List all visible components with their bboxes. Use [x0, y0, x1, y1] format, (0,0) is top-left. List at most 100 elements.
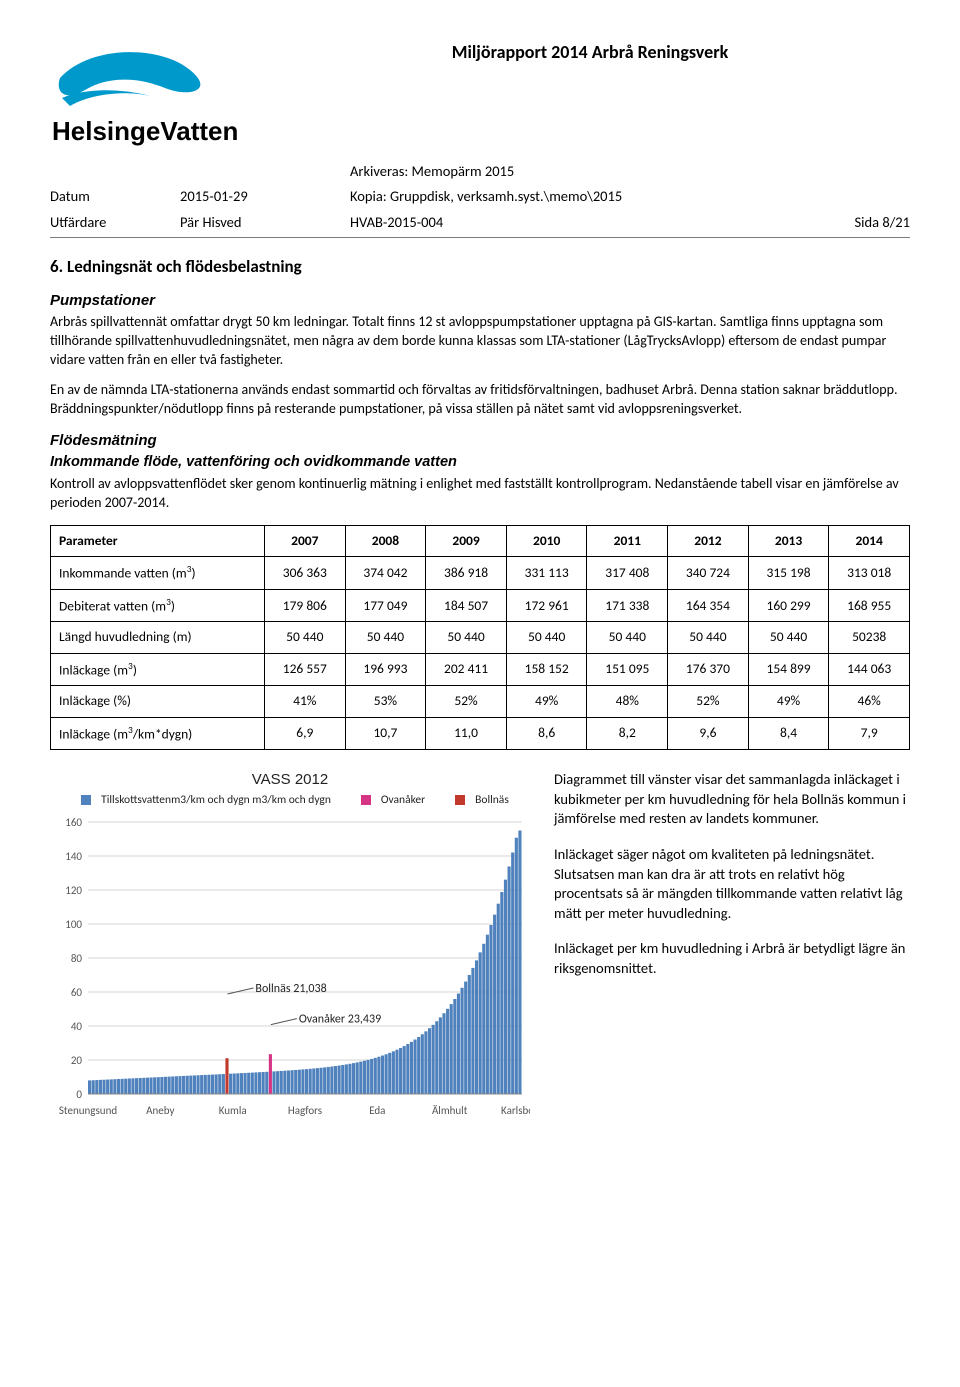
- svg-text:Karlsborg: Karlsborg: [501, 1104, 530, 1117]
- svg-text:Aneby: Aneby: [146, 1104, 174, 1117]
- table-row: Debiterat vatten (m3)179 806177 049184 5…: [51, 589, 910, 622]
- right-para-1: Diagrammet till vänster visar det samman…: [554, 770, 910, 829]
- chart-legend: Tillskottsvattenm3/km och dygn m3/km och…: [50, 793, 530, 809]
- svg-text:80: 80: [71, 952, 83, 965]
- table-cell: 154 899: [748, 653, 829, 686]
- table-cell: 315 198: [748, 557, 829, 590]
- table-cell-param: Debiterat vatten (m3): [51, 589, 265, 622]
- page-header: HelsingeVatten Miljörapport 2014 Arbrå R…: [50, 40, 910, 156]
- table-cell: 196 993: [345, 653, 426, 686]
- svg-text:40: 40: [71, 1020, 83, 1033]
- table-cell: 184 507: [426, 589, 507, 622]
- table-row: Inläckage (m3)126 557196 993202 411158 1…: [51, 653, 910, 686]
- table-header-year: 2010: [506, 525, 587, 556]
- table-cell: 6,9: [264, 717, 345, 750]
- section-6-title: 6. Ledningsnät och flödesbelastning: [50, 256, 910, 279]
- svg-text:120: 120: [65, 884, 82, 897]
- table-header-year: 2014: [829, 525, 910, 556]
- svg-text:Eda: Eda: [369, 1104, 385, 1117]
- legend-swatch: [361, 795, 371, 805]
- flodesmatning-heading: Flödesmätning: [50, 431, 910, 451]
- svg-text:0: 0: [76, 1088, 82, 1101]
- table-row: Inläckage (%)41%53%52%49%48%52%49%46%: [51, 686, 910, 717]
- flow-table: Parameter2007200820092010201120122013201…: [50, 525, 910, 751]
- table-cell: 48%: [587, 686, 668, 717]
- svg-text:Älmhult: Älmhult: [432, 1104, 468, 1117]
- table-cell-param: Inläckage (m3): [51, 653, 265, 686]
- table-cell: 9,6: [668, 717, 749, 750]
- svg-text:140: 140: [65, 850, 82, 863]
- legend-item: Tillskottsvattenm3/km och dygn m3/km och…: [71, 793, 331, 807]
- table-cell: 160 299: [748, 589, 829, 622]
- datum-value: 2015-01-29: [180, 187, 350, 207]
- table-cell: 11,0: [426, 717, 507, 750]
- table-header-year: 2007: [264, 525, 345, 556]
- right-column: Diagrammet till vänster visar det samman…: [554, 770, 910, 994]
- legend-item: Bollnäs: [445, 793, 509, 807]
- table-cell: 158 152: [506, 653, 587, 686]
- table-cell: 49%: [506, 686, 587, 717]
- table-cell: 386 918: [426, 557, 507, 590]
- svg-text:Hagfors: Hagfors: [288, 1104, 322, 1117]
- flodesmatning-sub: Inkommande flöde, vattenföring och ovidk…: [50, 453, 910, 473]
- table-cell-param: Inläckage (m3/km*dygn): [51, 717, 265, 750]
- vass-chart-svg: 020406080100120140160Bollnäs 21,038Ovanå…: [50, 814, 530, 1124]
- table-cell: 41%: [264, 686, 345, 717]
- right-para-2: Inläckaget säger något om kvaliteten på …: [554, 845, 910, 923]
- legend-swatch: [455, 795, 465, 805]
- table-cell: 7,9: [829, 717, 910, 750]
- svg-text:Stenungsund: Stenungsund: [59, 1104, 117, 1117]
- table-cell: 52%: [426, 686, 507, 717]
- svg-text:60: 60: [71, 986, 83, 999]
- table-header-year: 2011: [587, 525, 668, 556]
- table-cell-param: Längd huvudledning (m): [51, 622, 265, 653]
- table-header-year: 2013: [748, 525, 829, 556]
- pumpstationer-heading: Pumpstationer: [50, 291, 910, 311]
- table-header-year: 2012: [668, 525, 749, 556]
- table-cell: 172 961: [506, 589, 587, 622]
- table-cell: 202 411: [426, 653, 507, 686]
- flodes-para: Kontroll av avloppsvattenflödet sker gen…: [50, 475, 910, 513]
- logo: HelsingeVatten: [50, 40, 270, 156]
- table-cell: 151 095: [587, 653, 668, 686]
- page-number: Sida 8/21: [790, 213, 910, 233]
- table-cell: 49%: [748, 686, 829, 717]
- table-header-parameter: Parameter: [51, 525, 265, 556]
- vass-chart: VASS 2012 Tillskottsvattenm3/km och dygn…: [50, 770, 530, 1130]
- table-row: Inläckage (m3/km*dygn)6,910,711,08,68,29…: [51, 717, 910, 750]
- svg-text:160: 160: [65, 816, 82, 829]
- table-row: Längd huvudledning (m)50 44050 44050 440…: [51, 622, 910, 653]
- table-cell: 50 440: [748, 622, 829, 653]
- table-cell: 50 440: [587, 622, 668, 653]
- table-cell-param: Inläckage (%): [51, 686, 265, 717]
- meta-block: Arkiveras: Memopärm 2015 Datum 2015-01-2…: [50, 162, 910, 233]
- svg-text:HelsingeVatten: HelsingeVatten: [52, 116, 238, 146]
- table-cell: 126 557: [264, 653, 345, 686]
- table-cell: 8,6: [506, 717, 587, 750]
- svg-text:20: 20: [71, 1054, 83, 1067]
- pump-para-2: En av de nämnda LTA-stationerna används …: [50, 381, 910, 419]
- lower-layout: VASS 2012 Tillskottsvattenm3/km och dygn…: [50, 770, 910, 1130]
- datum-label: Datum: [50, 187, 180, 207]
- table-cell: 177 049: [345, 589, 426, 622]
- table-header-year: 2008: [345, 525, 426, 556]
- svg-text:100: 100: [65, 918, 82, 931]
- doc-id: HVAB-2015-004: [350, 213, 790, 233]
- helsingevatten-logo-icon: HelsingeVatten: [50, 40, 240, 150]
- table-cell: 8,4: [748, 717, 829, 750]
- table-cell: 306 363: [264, 557, 345, 590]
- table-cell: 50 440: [426, 622, 507, 653]
- separator: [50, 237, 910, 238]
- table-cell: 50 440: [668, 622, 749, 653]
- table-cell: 374 042: [345, 557, 426, 590]
- utfardare-label: Utfärdare: [50, 213, 180, 233]
- kopia-label: Kopia: Gruppdisk, verksamh.syst.\memo\20…: [350, 187, 790, 207]
- table-cell: 313 018: [829, 557, 910, 590]
- table-cell: 144 063: [829, 653, 910, 686]
- table-cell: 317 408: [587, 557, 668, 590]
- legend-item: Ovanåker: [351, 793, 425, 807]
- table-cell: 331 113: [506, 557, 587, 590]
- table-cell: 168 955: [829, 589, 910, 622]
- right-para-3: Inläckaget per km huvudledning i Arbrå ä…: [554, 939, 910, 978]
- table-cell: 50 440: [506, 622, 587, 653]
